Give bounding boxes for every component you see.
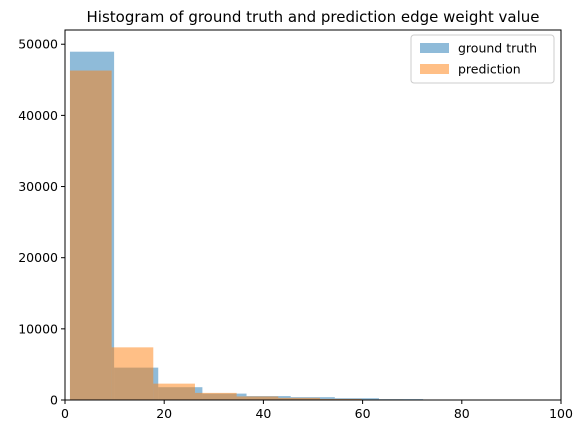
- y-tick-label: 10000: [18, 321, 58, 336]
- y-axis: 0 10000 20000 30000 40000 50000: [18, 37, 65, 408]
- histogram-bar-prediction-3: [194, 392, 237, 400]
- x-tick-label: 60: [355, 406, 371, 421]
- legend-swatch-prediction: [420, 64, 449, 74]
- chart-title: Histogram of ground truth and prediction…: [87, 8, 540, 26]
- histogram-bar-prediction-0: [69, 70, 112, 401]
- histogram-bar-prediction-4: [236, 396, 279, 400]
- y-tick-label: 40000: [18, 108, 58, 123]
- y-tick-label: 0: [50, 393, 58, 408]
- x-tick-label: 20: [156, 406, 172, 421]
- histogram-bar-prediction-1: [111, 347, 154, 400]
- x-tick-label: 40: [255, 406, 271, 421]
- plot-frame: [64, 29, 562, 401]
- y-tick-label: 50000: [18, 37, 58, 52]
- x-axis: 0 20 40 60 80 100: [61, 400, 573, 421]
- legend-label-prediction: prediction: [458, 62, 521, 77]
- x-tick-label: 0: [61, 406, 69, 421]
- x-tick-label: 80: [454, 406, 470, 421]
- y-tick-label: 20000: [18, 250, 58, 265]
- legend-swatch-ground-truth: [420, 43, 449, 53]
- y-tick-label: 30000: [18, 179, 58, 194]
- histogram-bar-prediction-2: [153, 383, 195, 400]
- legend: ground truth prediction: [410, 34, 555, 84]
- histogram-bar-prediction-6: [319, 398, 362, 400]
- histogram-bar-prediction-5: [278, 397, 320, 400]
- histogram-bars: [69, 51, 512, 401]
- legend-label-ground-truth: ground truth: [458, 41, 537, 56]
- x-tick-label: 100: [549, 406, 573, 421]
